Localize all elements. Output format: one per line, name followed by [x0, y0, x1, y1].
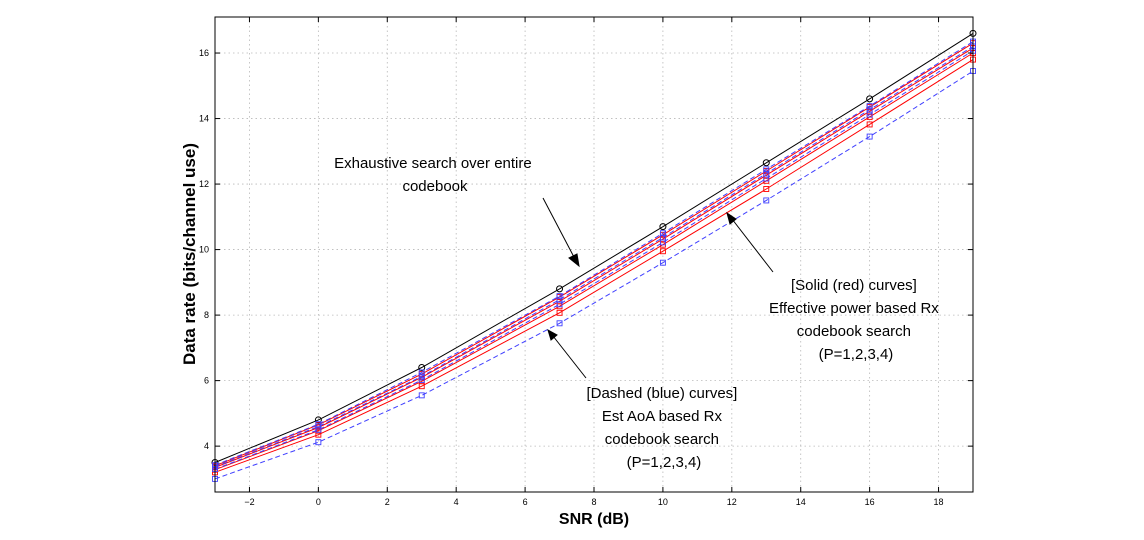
- series-group: [211, 29, 977, 482]
- data-point: [763, 166, 770, 173]
- series-line: [214, 70, 974, 480]
- data-point: [556, 320, 563, 327]
- arrow-solid: [731, 218, 774, 273]
- data-point: [763, 175, 770, 182]
- series-line: [214, 42, 974, 467]
- y-tick-label: 10: [199, 245, 209, 255]
- y-tick-label: 12: [199, 179, 209, 189]
- annotation-solid-line-1: [Solid (red) curves]: [791, 277, 917, 294]
- y-tick-label: 14: [199, 114, 209, 124]
- series-line: [214, 41, 974, 466]
- data-point: [556, 285, 564, 293]
- data-point: [659, 223, 667, 231]
- x-tick-label: 10: [658, 497, 668, 507]
- series-2: [212, 45, 976, 471]
- data-point: [418, 369, 425, 376]
- data-point: [418, 373, 425, 380]
- series-line: [214, 52, 974, 471]
- data-point: [315, 423, 322, 430]
- y-tick-label: 4: [204, 441, 209, 451]
- data-point: [659, 230, 666, 237]
- data-point: [556, 293, 563, 300]
- annotation-dashed: [Dashed (blue) curves] Est AoA based Rx …: [586, 385, 741, 471]
- data-point: [418, 377, 425, 383]
- x-axis-label: SNR (dB): [559, 511, 629, 528]
- data-point: [659, 248, 666, 255]
- data-point: [763, 186, 770, 192]
- x-tick-label: 14: [796, 497, 806, 507]
- data-point: [418, 383, 425, 390]
- annotation-exhaustive: Exhaustive search over entire codebook: [334, 155, 536, 195]
- x-tick-label: −2: [244, 497, 254, 507]
- annotation-dashed-line-1: [Dashed (blue) curves]: [586, 385, 737, 402]
- data-point: [866, 103, 873, 110]
- data-point: [866, 133, 873, 140]
- annotation-exhaustive-line-2: codebook: [402, 178, 468, 195]
- data-point: [418, 364, 426, 372]
- y-tick-label: 8: [204, 310, 209, 320]
- data-point: [659, 239, 666, 246]
- data-point: [763, 197, 770, 204]
- series-line: [214, 50, 974, 470]
- series-line: [214, 47, 974, 468]
- arrow-dashed-head: [547, 328, 558, 341]
- x-tick-label: 6: [523, 497, 528, 507]
- grid-lines: [215, 17, 973, 492]
- annotation-dashed-line-2: Est AoA based Rx: [602, 408, 723, 425]
- data-point: [556, 301, 563, 308]
- annotation-solid-line-4: (P=1,2,3,4): [819, 346, 894, 363]
- plot-frame: [214, 16, 974, 493]
- annotation-dashed-line-3: codebook search: [605, 431, 719, 448]
- annotation-solid: [Solid (red) curves] Effective power bas…: [769, 277, 943, 363]
- x-tick-label: 12: [727, 497, 737, 507]
- x-tick-label: 4: [454, 497, 459, 507]
- x-tick-label: 16: [865, 497, 875, 507]
- data-point: [762, 159, 770, 167]
- series-4: [212, 56, 976, 476]
- data-point: [315, 426, 322, 433]
- series-line: [214, 32, 974, 463]
- data-point: [556, 309, 563, 316]
- annotation-solid-line-3: codebook search: [797, 323, 911, 340]
- y-axis-label: Data rate (bits/channel use): [180, 143, 199, 365]
- annotation-solid-line-2: Effective power based Rx: [769, 300, 939, 317]
- data-point: [315, 439, 322, 446]
- annotation-arrows: [542, 197, 774, 379]
- x-tick-label: 8: [591, 497, 596, 507]
- x-tick-label: 18: [934, 497, 944, 507]
- arrow-exhaustive-head: [568, 253, 580, 268]
- arrow-dashed: [552, 335, 587, 379]
- annotation-exhaustive-line-1: Exhaustive search over entire: [334, 155, 532, 172]
- arrow-solid-head: [726, 211, 737, 225]
- axis-ticks: −2 0 2 4 6 8 10 12 14 16 18 4 6 8 10 12 14 16: [199, 17, 973, 507]
- y-tick-label: 6: [204, 376, 209, 386]
- data-point: [659, 259, 666, 266]
- x-tick-label: 0: [316, 497, 321, 507]
- data-point: [866, 121, 873, 128]
- data-point: [418, 392, 425, 399]
- data-point: [866, 111, 873, 118]
- annotation-dashed-line-4: (P=1,2,3,4): [627, 454, 702, 471]
- series-line: [214, 46, 974, 468]
- series-line: [214, 59, 974, 473]
- data-point: [314, 416, 322, 424]
- y-tick-label: 16: [199, 48, 209, 58]
- series-0: [211, 29, 977, 467]
- x-tick-label: 2: [385, 497, 390, 507]
- data-point: [866, 95, 874, 103]
- arrow-exhaustive: [542, 197, 576, 260]
